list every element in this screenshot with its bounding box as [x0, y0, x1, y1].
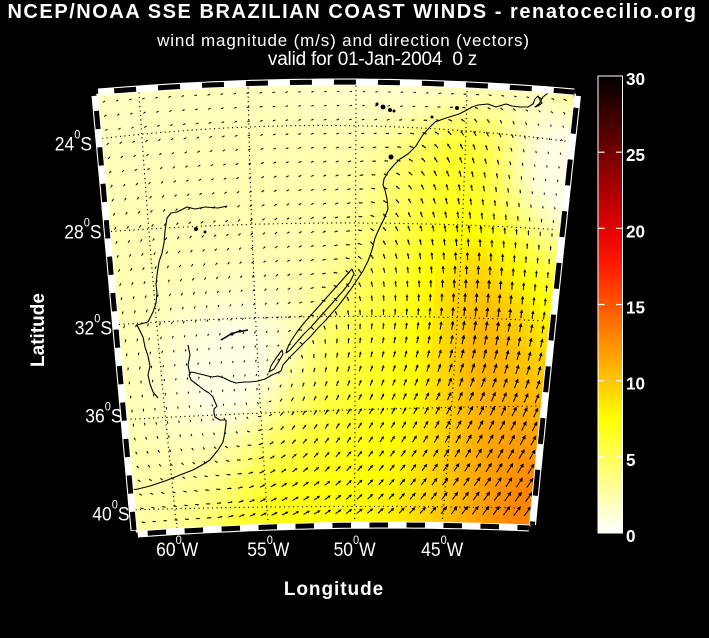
svg-text:280S: 280S	[64, 217, 101, 243]
svg-text:15: 15	[626, 297, 645, 318]
svg-text:10: 10	[626, 373, 645, 394]
svg-text:360S: 360S	[85, 401, 122, 427]
svg-text:400S: 400S	[92, 499, 129, 525]
svg-text:550W: 550W	[247, 535, 290, 561]
svg-text:25: 25	[626, 145, 645, 166]
svg-text:600W: 600W	[156, 535, 199, 561]
svg-text:30: 30	[626, 69, 645, 90]
svg-text:0: 0	[626, 526, 636, 547]
svg-text:5: 5	[626, 449, 636, 470]
svg-text:450W: 450W	[421, 535, 464, 561]
svg-text:20: 20	[626, 221, 645, 242]
svg-text:320S: 320S	[75, 313, 112, 339]
svg-text:500W: 500W	[334, 535, 377, 561]
svg-text:240S: 240S	[55, 129, 92, 155]
